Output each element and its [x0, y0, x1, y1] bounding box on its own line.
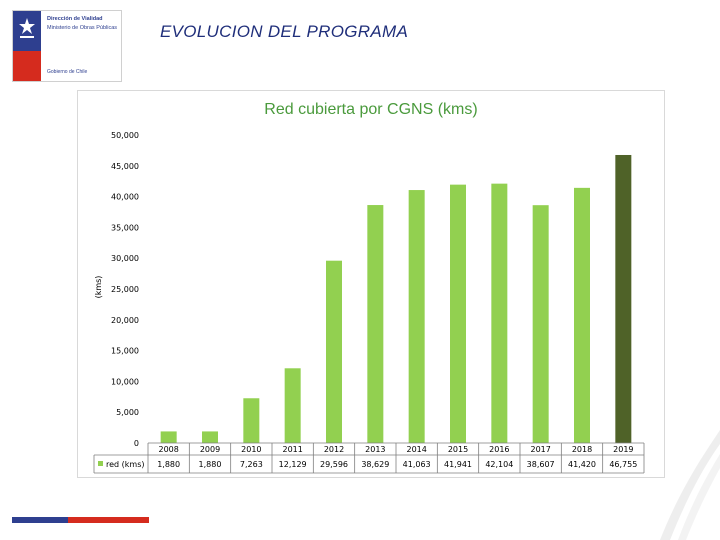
x-tick-label: 2009	[200, 445, 220, 454]
data-label: 41,063	[403, 460, 431, 469]
y-tick-label: 10,000	[111, 377, 139, 386]
x-tick-label: 2015	[448, 445, 468, 454]
data-table: 2008 1,880 2009 1,880 2010 7,263 2011 12,129 201…	[93, 442, 645, 474]
coat-of-arms-icon	[19, 18, 35, 38]
y-tick-label: 35,000	[111, 223, 139, 232]
logo: Dirección de Vialidad Ministerio de Obra…	[12, 10, 122, 82]
logo-text: Dirección de Vialidad Ministerio de Obra…	[47, 16, 119, 31]
legend-label: red (kms)	[106, 460, 145, 469]
bar	[367, 205, 384, 443]
logo-line-1: Dirección de Vialidad	[47, 16, 103, 22]
data-label: 38,607	[527, 460, 555, 469]
chart-container: Red cubierta por CGNS (kms) 0 5,000 10,000…	[77, 90, 665, 478]
x-tick-label: 2016	[489, 445, 509, 454]
x-tick-label: 2008	[158, 445, 178, 454]
bar	[574, 187, 590, 443]
data-label: 1,880	[199, 460, 222, 469]
data-label: 7,263	[240, 460, 263, 469]
logo-red-block	[13, 51, 41, 81]
y-tick-label: 25,000	[111, 285, 139, 294]
chart-title: Red cubierta por CGNS (kms)	[264, 101, 477, 118]
bar	[326, 260, 342, 443]
bar	[202, 431, 218, 443]
bar	[284, 368, 301, 443]
bars	[160, 154, 632, 444]
y-axis-ticks: 0 5,000 10,000 15,000 20,000 25,000 30,000 35,0…	[111, 131, 139, 448]
page-title: EVOLUCION DEL PROGRAMA	[160, 22, 409, 41]
bar	[491, 183, 508, 444]
y-axis-label: (kms)	[94, 276, 103, 299]
y-tick-label: 40,000	[111, 193, 139, 202]
data-label: 38,629	[361, 460, 389, 469]
x-tick-label: 2017	[530, 445, 550, 454]
y-tick-label: 45,000	[111, 162, 139, 171]
bar	[160, 431, 177, 443]
y-tick-label: 15,000	[111, 347, 139, 356]
logo-blue-block	[13, 11, 41, 51]
bar	[450, 184, 466, 443]
brand-bar	[12, 517, 149, 523]
data-label: 41,420	[568, 460, 596, 469]
x-tick-label: 2014	[406, 445, 426, 454]
logo-line-3: Gobierno de Chile	[47, 69, 88, 75]
data-label: 29,596	[320, 460, 348, 469]
data-label: 12,129	[279, 460, 307, 469]
brand-bar-blue	[12, 517, 68, 523]
y-tick-label: 30,000	[111, 254, 139, 263]
y-tick-label: 50,000	[111, 131, 139, 140]
x-tick-label: 2019	[613, 445, 633, 454]
data-label: 1,880	[157, 460, 180, 469]
bar	[243, 398, 260, 443]
bar-chart: Red cubierta por CGNS (kms) 0 5,000 10,000…	[93, 101, 645, 474]
logo-line-2: Ministerio de Obras Públicas	[47, 24, 118, 31]
data-label: 41,941	[444, 460, 472, 469]
bar	[532, 205, 549, 443]
bar	[615, 154, 632, 443]
x-tick-label: 2013	[365, 445, 385, 454]
brand-bar-red	[68, 517, 149, 523]
data-label: 46,755	[609, 460, 637, 469]
y-tick-label: 0	[134, 439, 139, 448]
x-tick-label: 2012	[324, 445, 344, 454]
bar	[408, 190, 425, 443]
y-tick-label: 20,000	[111, 316, 139, 325]
legend-swatch	[98, 461, 103, 466]
decorative-swoosh	[660, 430, 720, 540]
data-label: 42,104	[485, 460, 513, 469]
x-tick-label: 2010	[241, 445, 261, 454]
y-tick-label: 5,000	[116, 408, 139, 417]
x-tick-label: 2011	[282, 445, 302, 454]
x-tick-label: 2018	[572, 445, 592, 454]
